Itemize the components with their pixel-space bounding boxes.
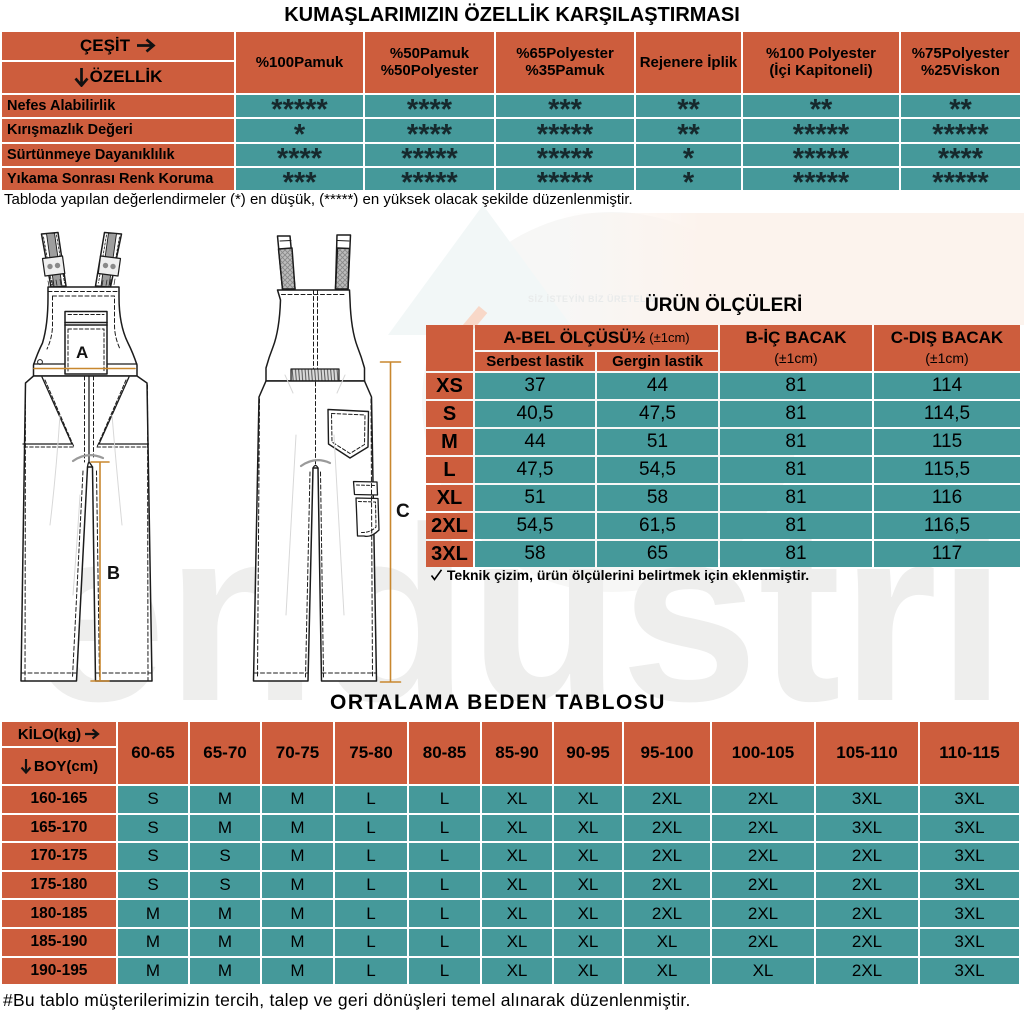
svg-text:B: B: [107, 563, 120, 583]
svg-text:A: A: [76, 343, 88, 362]
svg-text:C: C: [396, 501, 410, 522]
